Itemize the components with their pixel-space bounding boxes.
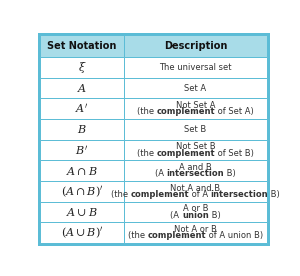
- Text: $B$: $B$: [77, 123, 87, 136]
- Bar: [124, 57, 267, 78]
- Text: (the: (the: [128, 232, 147, 240]
- Text: Not A or B: Not A or B: [174, 225, 217, 234]
- Bar: [40, 35, 124, 57]
- Text: B): B): [268, 190, 280, 199]
- Text: of Set B): of Set B): [215, 149, 254, 158]
- Text: of A union B): of A union B): [206, 232, 263, 240]
- Bar: [40, 78, 124, 99]
- Text: complement: complement: [147, 232, 206, 240]
- Bar: [124, 78, 267, 99]
- Text: Not Set B: Not Set B: [176, 142, 215, 151]
- Text: A or B: A or B: [183, 204, 208, 213]
- Text: (the: (the: [137, 149, 157, 158]
- Bar: [40, 119, 124, 140]
- Text: $A \cap B$: $A \cap B$: [66, 165, 98, 177]
- Bar: [124, 160, 267, 181]
- Text: $B'$: $B'$: [75, 144, 88, 156]
- Bar: [124, 202, 267, 222]
- Text: $(A \cup B)'$: $(A \cup B)'$: [61, 225, 103, 240]
- Text: intersection: intersection: [167, 169, 224, 179]
- Bar: [124, 99, 267, 119]
- Text: Description: Description: [164, 41, 227, 51]
- Text: complement: complement: [130, 190, 189, 199]
- Text: intersection: intersection: [211, 190, 268, 199]
- Text: (the: (the: [137, 107, 157, 116]
- Text: The universal set: The universal set: [159, 63, 232, 72]
- Bar: [124, 181, 267, 202]
- Bar: [40, 202, 124, 222]
- Bar: [40, 181, 124, 202]
- Text: B): B): [224, 169, 236, 179]
- Text: Not Set A: Not Set A: [176, 101, 215, 110]
- Text: of Set A): of Set A): [215, 107, 254, 116]
- Bar: [40, 99, 124, 119]
- Text: A and B: A and B: [179, 163, 212, 172]
- Text: $\xi$: $\xi$: [78, 60, 86, 75]
- Bar: [40, 140, 124, 160]
- Text: $(A \cap B)'$: $(A \cap B)'$: [61, 184, 103, 199]
- Text: Set B: Set B: [184, 125, 206, 134]
- Bar: [40, 57, 124, 78]
- Text: $A \cup B$: $A \cup B$: [66, 206, 98, 218]
- Text: B): B): [209, 211, 220, 220]
- Text: (the: (the: [111, 190, 130, 199]
- Text: Set Notation: Set Notation: [47, 41, 117, 51]
- FancyBboxPatch shape: [37, 33, 271, 246]
- Bar: [124, 140, 267, 160]
- Text: Not A and B: Not A and B: [170, 184, 220, 193]
- Bar: [124, 35, 267, 57]
- Text: (A: (A: [170, 211, 182, 220]
- Bar: [40, 160, 124, 181]
- Text: Set A: Set A: [184, 84, 206, 92]
- Text: $A'$: $A'$: [75, 102, 89, 115]
- Text: of A: of A: [189, 190, 211, 199]
- Text: complement: complement: [157, 149, 215, 158]
- Bar: [124, 119, 267, 140]
- Text: $A$: $A$: [77, 82, 87, 94]
- Bar: [40, 222, 124, 243]
- Bar: [124, 222, 267, 243]
- Text: union: union: [182, 211, 209, 220]
- Text: complement: complement: [157, 107, 215, 116]
- Text: (A: (A: [155, 169, 167, 179]
